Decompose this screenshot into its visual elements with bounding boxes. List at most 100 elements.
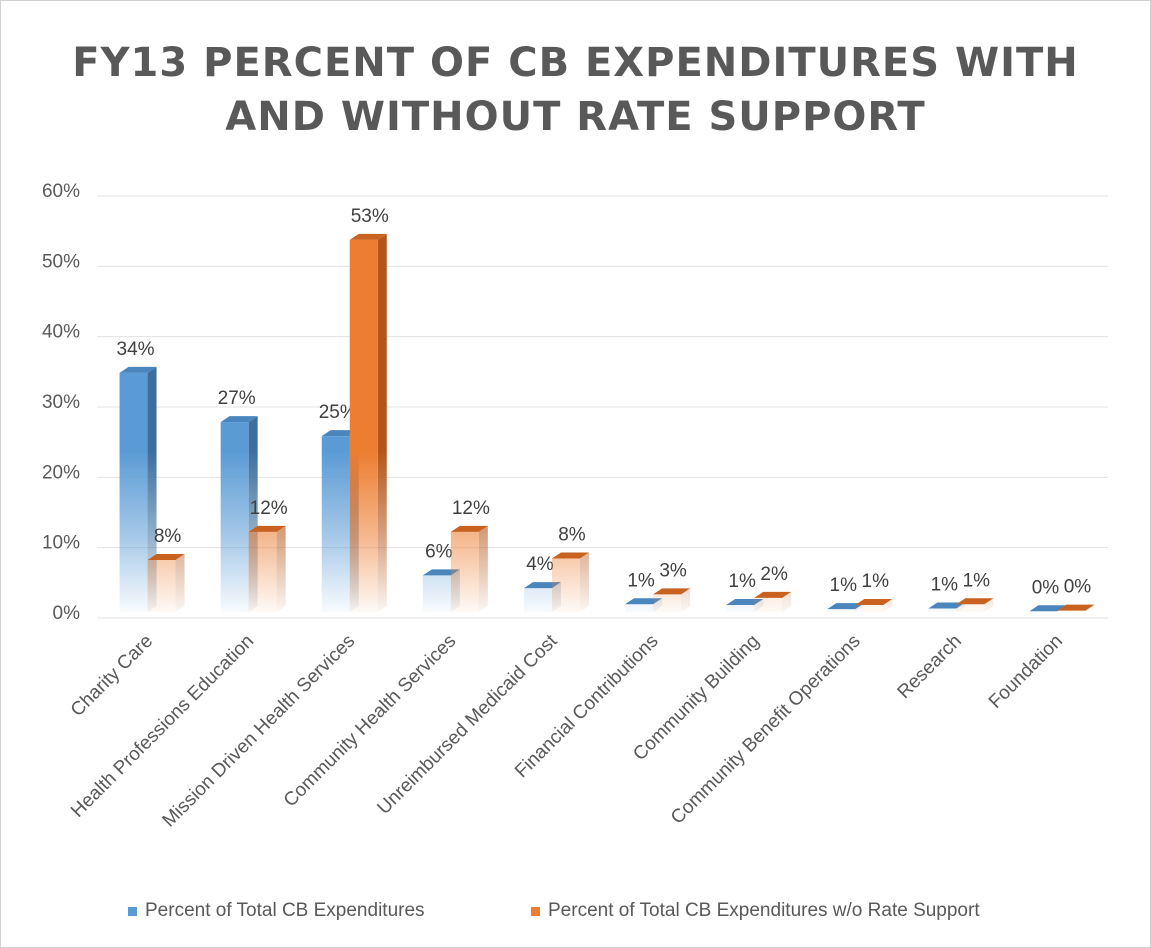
category-label: Foundation — [985, 631, 1067, 713]
bar-front — [827, 609, 856, 612]
chart-title-line-2: AND WITHOUT RATE SUPPORT — [225, 94, 926, 140]
bar-without-rate — [349, 233, 387, 613]
data-label: 0% — [1032, 577, 1060, 598]
bar-top — [248, 525, 286, 532]
data-label: 25% — [319, 402, 357, 423]
bar-side — [883, 598, 893, 612]
bar-top — [147, 553, 185, 560]
bar-top — [422, 569, 460, 576]
legend: Percent of Total CB Expenditures Percent… — [0, 900, 1151, 928]
data-label: 34% — [117, 339, 155, 360]
bar-top — [625, 598, 663, 605]
legend-item-series-1: Percent of Total CB Expenditures — [128, 900, 425, 922]
data-label: 0% — [1064, 577, 1092, 598]
bar-side — [478, 525, 488, 612]
gridlines: 0% 10% 20% 30% 40% 50% 60% — [42, 181, 1108, 624]
bar-chart: 0% 10% 20% 30% 40% 50% 60% 34% 8% Charity Care 27%… — [42, 181, 1108, 832]
bar-front — [248, 531, 277, 612]
data-label: 27% — [218, 388, 256, 409]
legend-swatch-series-2 — [531, 906, 540, 916]
chart-title: FY13 PERCENT OF CB EXPENDITURES WITH AND… — [0, 36, 1151, 144]
bar-without-rate — [754, 591, 792, 612]
data-label: 1% — [931, 574, 959, 595]
data-label: 1% — [862, 571, 890, 592]
bar-front — [422, 575, 451, 612]
bar-side — [147, 366, 157, 612]
category-label: Charity Care — [67, 631, 157, 721]
data-label: 12% — [250, 498, 288, 519]
bar-top — [827, 603, 865, 610]
bar-side — [681, 588, 691, 612]
data-label: 1% — [830, 575, 858, 596]
bar-top — [653, 588, 691, 595]
bar-front — [1029, 611, 1058, 612]
bar-side — [377, 233, 387, 613]
bar-top — [450, 525, 488, 532]
bar-without-rate — [450, 525, 488, 612]
bar-top — [855, 598, 893, 605]
bar-front — [1057, 610, 1086, 612]
data-label: 4% — [526, 554, 554, 575]
bar-front — [450, 531, 479, 612]
y-tick-label: 0% — [53, 603, 81, 624]
y-tick-label: 60% — [42, 181, 80, 202]
bar-without-rate — [653, 588, 691, 612]
bar-top — [349, 233, 387, 240]
bar-without-rate — [855, 598, 893, 612]
bar-top — [1029, 605, 1067, 612]
data-label: 1% — [627, 570, 655, 591]
y-tick-label: 30% — [42, 392, 80, 413]
bar-front — [625, 604, 654, 612]
legend-label-series-2: Percent of Total CB Expenditures w/o Rat… — [548, 900, 980, 921]
data-label: 2% — [760, 564, 788, 585]
data-label: 1% — [728, 571, 756, 592]
bar-front — [754, 597, 783, 612]
legend-label-series-1: Percent of Total CB Expenditures — [145, 900, 425, 921]
bar-top — [220, 416, 258, 423]
bar-top — [1057, 604, 1095, 611]
bar-front — [321, 436, 350, 612]
bar-with-rate — [119, 366, 157, 612]
bar-front — [551, 558, 580, 612]
bar-side — [175, 553, 185, 612]
category-label: Unreimbursed Medicaid Cost — [373, 630, 562, 819]
y-tick-label: 40% — [42, 322, 80, 343]
category-label: Community Health Services — [280, 631, 461, 812]
bar-side — [782, 591, 792, 612]
bar-top — [726, 598, 764, 605]
bar-front — [956, 604, 985, 612]
bar-without-rate — [248, 525, 286, 612]
category-label: Community Benefit Operations — [667, 631, 865, 829]
bar-front — [855, 604, 884, 612]
bar-side — [1085, 604, 1095, 612]
category-label: Mission Driven Health Services — [159, 631, 360, 832]
bar-front — [653, 594, 682, 612]
bar-front — [726, 604, 755, 612]
category-label: Research — [894, 631, 966, 703]
bar-top — [523, 582, 561, 589]
data-label: 8% — [154, 526, 182, 547]
bar-top — [754, 591, 792, 598]
bar-front — [928, 608, 957, 612]
bar-without-rate — [956, 598, 994, 612]
bar-side — [579, 552, 589, 612]
bar-front — [349, 239, 378, 613]
data-label: 12% — [452, 498, 490, 519]
bars: 34% 8% Charity Care 27% 12% Health Profession… — [67, 206, 1095, 832]
chart-title-line-1: FY13 PERCENT OF CB EXPENDITURES WITH — [72, 40, 1079, 86]
bar-top — [119, 366, 157, 373]
bar-top — [321, 430, 359, 437]
data-label: 53% — [351, 206, 389, 227]
bar-front — [220, 422, 249, 612]
y-tick-label: 10% — [42, 533, 80, 554]
data-label: 1% — [963, 570, 991, 591]
bar-front — [147, 559, 176, 612]
bar-front — [523, 588, 552, 612]
data-label: 6% — [425, 541, 453, 562]
legend-swatch-series-1 — [128, 906, 137, 916]
bar-without-rate — [551, 552, 589, 612]
bar-side — [984, 598, 994, 612]
bar-front — [119, 372, 148, 612]
bar-side — [276, 525, 286, 612]
